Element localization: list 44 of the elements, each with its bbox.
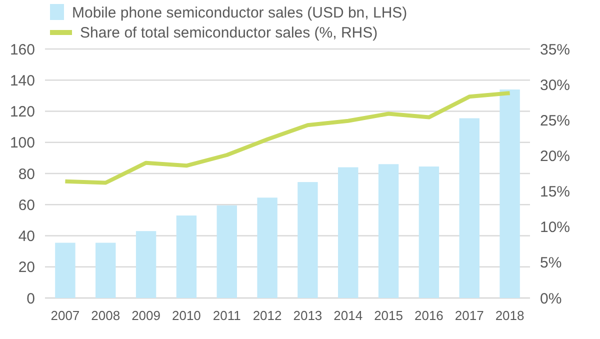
x-tick-label: 2014 <box>334 308 363 323</box>
y-tick-label: 140 <box>10 72 35 90</box>
bar <box>55 242 76 298</box>
y-tick-label: 20 <box>18 259 35 276</box>
y2-tick-label: 5% <box>540 254 562 272</box>
x-tick-label: 2016 <box>414 308 444 323</box>
bar <box>136 231 156 298</box>
y2-tick-label: 10% <box>540 219 570 236</box>
y2-tick-label: 35% <box>540 41 570 58</box>
x-tick-label: 2008 <box>91 308 120 323</box>
bar <box>216 205 237 298</box>
bar <box>418 166 440 298</box>
x-tick-label: 2015 <box>374 308 404 323</box>
y-tick-label: 100 <box>10 134 35 152</box>
x-tick-label: 2007 <box>50 308 80 323</box>
bar <box>257 198 278 298</box>
legend-label: Share of total semiconductor sales (%, RHS) <box>80 24 378 42</box>
y-tick-label: 0 <box>26 290 35 308</box>
x-tick-label: 2018 <box>495 308 524 323</box>
x-tick-label: 2012 <box>252 308 282 323</box>
y-tick-label: 120 <box>10 104 35 120</box>
y2-tick-label: 15% <box>540 184 570 201</box>
legend-label: Mobile phone semiconductor sales (USD bn, LHS) <box>72 4 408 22</box>
y-tick-label: 40 <box>18 228 35 245</box>
y2-tick-label: 25% <box>540 112 570 130</box>
y-tick-label: 80 <box>18 166 35 183</box>
x-tick-label: 2017 <box>454 308 484 323</box>
y2-tick-label: 30% <box>540 76 570 94</box>
x-tick-label: 2011 <box>212 308 241 323</box>
y2-tick-label: 20% <box>540 148 570 165</box>
line-series <box>63 91 512 185</box>
bar <box>459 118 480 298</box>
bar <box>96 242 116 298</box>
x-tick-label: 2010 <box>172 308 201 323</box>
bar <box>176 216 197 298</box>
bar <box>298 182 318 298</box>
bar <box>378 164 399 298</box>
y-tick-label: 60 <box>18 196 35 214</box>
x-tick-label: 2009 <box>132 308 161 323</box>
y-tick-label: 160 <box>10 41 35 58</box>
x-tick-label: 2013 <box>293 308 322 323</box>
bar <box>338 167 358 298</box>
y2-tick-label: 0% <box>540 290 562 308</box>
bar <box>500 89 520 298</box>
